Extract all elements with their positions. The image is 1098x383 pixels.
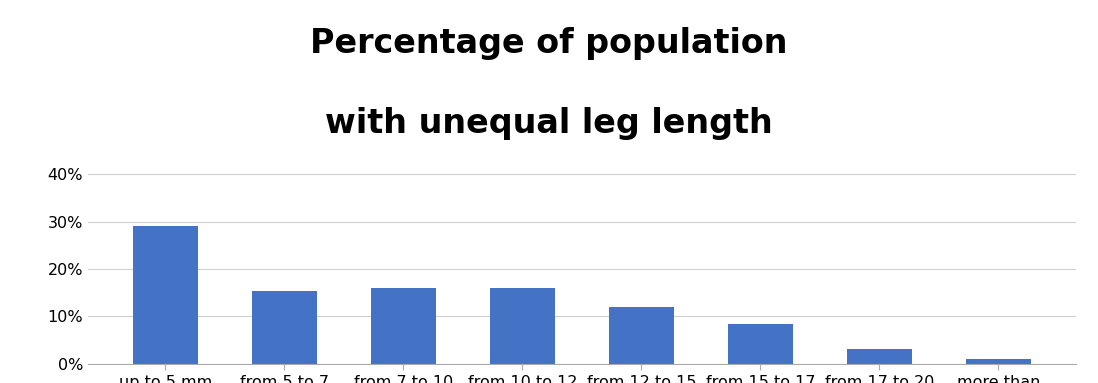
Bar [608, 308, 674, 364]
Bar [490, 288, 556, 364]
Text: with unequal leg length: with unequal leg length [325, 107, 773, 140]
Bar [847, 349, 912, 364]
Bar [371, 288, 436, 364]
Bar [251, 291, 317, 364]
Bar [728, 324, 793, 364]
Bar [133, 226, 199, 364]
Text: Percentage of population: Percentage of population [311, 27, 787, 60]
Bar [965, 359, 1031, 364]
